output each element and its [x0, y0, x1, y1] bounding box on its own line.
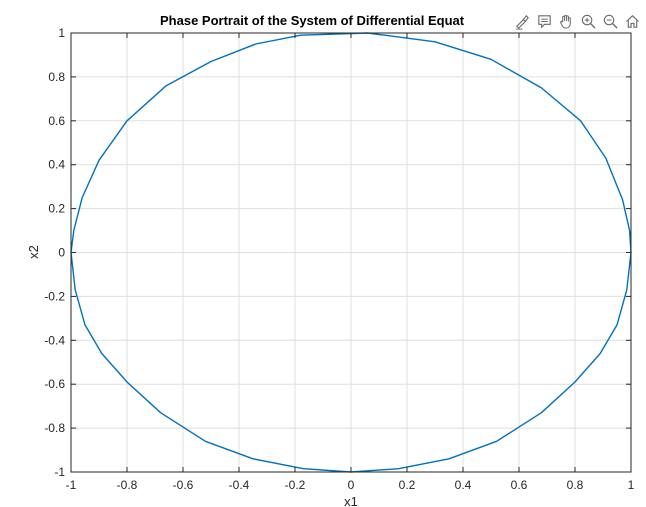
home-icon — [624, 13, 641, 30]
y-tick-label: 0.4 — [48, 158, 65, 172]
y-tick-label: -0.2 — [44, 289, 65, 303]
x-tick-label: 0 — [348, 478, 355, 492]
y-axis-label: x2 — [26, 245, 41, 259]
axes-toolbar — [512, 10, 642, 32]
x-tick-label: -0.6 — [173, 478, 194, 492]
y-tick-label: 0.6 — [48, 114, 65, 128]
restore-view-button[interactable] — [622, 11, 642, 31]
chart-title: Phase Portrait of the System of Differen… — [160, 13, 465, 28]
y-tick-label: 0 — [58, 246, 65, 260]
x-tick-labels: -1 -0.8 -0.6 -0.4 -0.2 0 0.2 0.4 0.6 0.8 1 — [66, 478, 635, 492]
x-tick-label: 1 — [628, 478, 635, 492]
pan-button[interactable] — [556, 11, 576, 31]
data-tips-icon — [536, 13, 553, 30]
brush-button[interactable] — [512, 11, 532, 31]
y-tick-labels: -1 -0.8 -0.6 -0.4 -0.2 0 0.2 0.4 0.6 0.8 1 — [44, 26, 65, 479]
y-tick-label: 0.8 — [48, 70, 65, 84]
x-axis-label: x1 — [344, 494, 358, 507]
y-tick-label: 1 — [58, 26, 65, 40]
pan-hand-icon — [558, 13, 575, 30]
y-tick-label: 0.2 — [48, 202, 65, 216]
x-tick-label: 0.6 — [511, 478, 528, 492]
x-tick-label: -0.2 — [285, 478, 306, 492]
data-tips-button[interactable] — [534, 11, 554, 31]
zoom-in-button[interactable] — [578, 11, 598, 31]
x-tick-label: 0.8 — [567, 478, 584, 492]
y-tick-label: -1 — [54, 465, 65, 479]
x-tick-label: -0.4 — [229, 478, 250, 492]
x-tick-label: 0.2 — [399, 478, 416, 492]
zoom-out-button[interactable] — [600, 11, 620, 31]
x-tick-label: -0.8 — [117, 478, 138, 492]
x-tick-label: 0.4 — [455, 478, 472, 492]
x-tick-label: -1 — [66, 478, 77, 492]
y-tick-label: -0.6 — [44, 377, 65, 391]
brush-icon — [514, 13, 531, 30]
zoom-in-icon — [580, 13, 597, 30]
zoom-out-icon — [602, 13, 619, 30]
y-tick-label: -0.8 — [44, 421, 65, 435]
y-tick-label: -0.4 — [44, 333, 65, 347]
